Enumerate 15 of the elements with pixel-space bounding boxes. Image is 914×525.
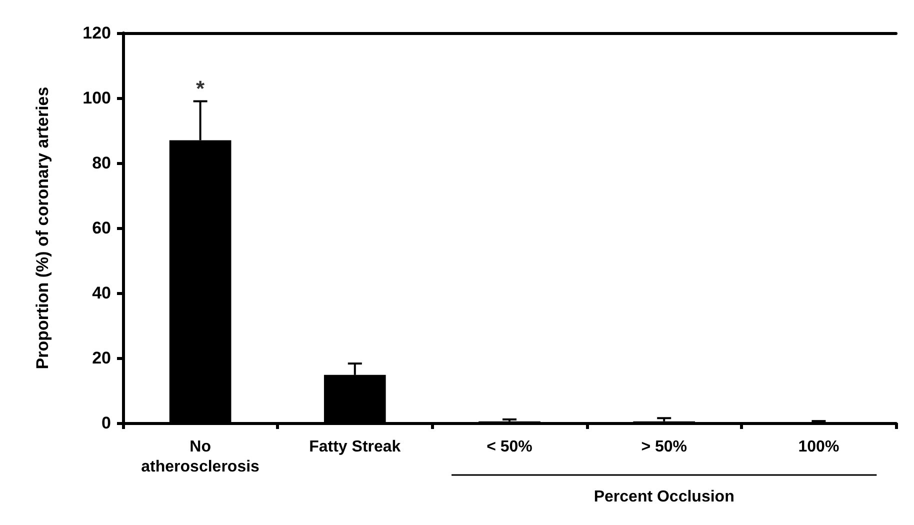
text: Percent Occlusion bbox=[594, 488, 734, 506]
y-tick-label: 60 bbox=[92, 218, 111, 238]
y-tick-label: 0 bbox=[102, 414, 111, 432]
annotation: * bbox=[196, 76, 206, 101]
x-tick-label: < 50% bbox=[486, 438, 532, 456]
y-tick-label: 100 bbox=[82, 88, 111, 108]
x-tick-label: No atherosclerosis bbox=[141, 438, 260, 476]
x-tick-label: > 50% bbox=[641, 438, 688, 456]
y-axis-title: Proportion (%) of coronary arteries bbox=[33, 86, 52, 370]
y-tick-label: 20 bbox=[92, 348, 111, 368]
y-tick-label: 80 bbox=[92, 154, 111, 172]
x-tick-label: 100% bbox=[798, 438, 840, 456]
x-tick-label: Fatty Streak bbox=[309, 438, 401, 456]
y-tick-label: 40 bbox=[92, 284, 111, 302]
y-tick-label: 120 bbox=[82, 24, 111, 42]
